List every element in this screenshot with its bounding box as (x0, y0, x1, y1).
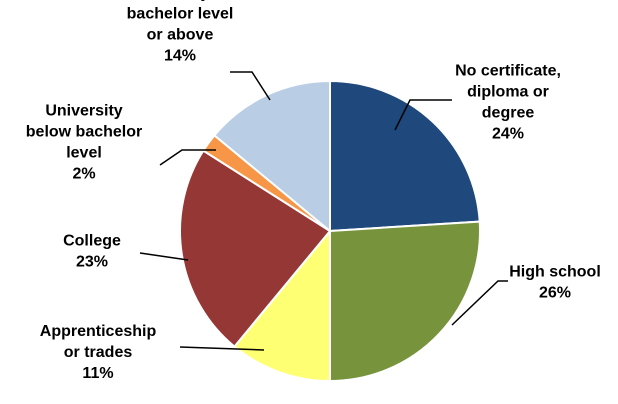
pie-slice-2 (329, 220, 481, 383)
slice-label-6: University at bachelor level or above 14% (127, 0, 234, 65)
slice-name-line: University (45, 103, 122, 120)
leader-line-5 (159, 149, 216, 166)
slice-label-2: High school 26% (509, 264, 601, 302)
slice-label-5: University below bachelor level 2% (26, 103, 142, 183)
slice-name-line: or trades (64, 344, 133, 361)
slice-name-line: level (66, 145, 102, 162)
leader-line-3 (179, 346, 265, 351)
leader-line-6 (230, 71, 271, 101)
slice-name-line: below bachelor (26, 124, 142, 141)
slice-percent-label: 23% (76, 254, 108, 271)
slice-labels: No certificate, diploma or degree 24% High s… (26, 0, 601, 382)
slice-percent-label: 24% (492, 126, 524, 143)
slice-name-line: degree (482, 105, 535, 122)
slice-label-3: Apprenticeship or trades 11% (40, 323, 157, 382)
leader-lines (139, 71, 508, 351)
leader-line-2 (451, 280, 508, 326)
pie-slices (179, 79, 481, 383)
slice-percent-label: 26% (539, 285, 571, 302)
slice-percent-label: 2% (72, 166, 95, 183)
slice-name-line: Apprenticeship (40, 323, 157, 340)
leader-line-4 (139, 252, 189, 261)
pie-slice-1 (329, 79, 481, 233)
slice-label-4: College 23% (63, 233, 121, 271)
slice-name-line: College (63, 233, 121, 250)
slice-name-line: High school (509, 264, 601, 281)
slice-label-1: No certificate, diploma or degree 24% (455, 63, 561, 143)
slice-percent-label: 14% (164, 48, 196, 65)
slice-name-line: bachelor level (127, 6, 234, 23)
slice-name-line: No certificate, (455, 63, 561, 80)
pie-slice-4 (179, 149, 332, 348)
slice-name-line: diploma or (467, 84, 549, 101)
leader-line-1 (394, 99, 452, 131)
slice-percent-label: 11% (82, 365, 113, 382)
slice-name-line: University at (132, 0, 229, 2)
slice-name-line: or above (147, 27, 214, 44)
